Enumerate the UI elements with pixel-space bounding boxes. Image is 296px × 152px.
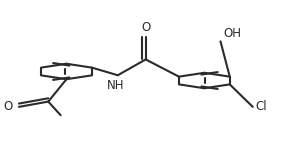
Text: O: O: [141, 21, 150, 34]
Text: OH: OH: [223, 27, 242, 40]
Text: NH: NH: [107, 79, 125, 92]
Text: Cl: Cl: [256, 100, 267, 113]
Text: O: O: [3, 100, 12, 113]
